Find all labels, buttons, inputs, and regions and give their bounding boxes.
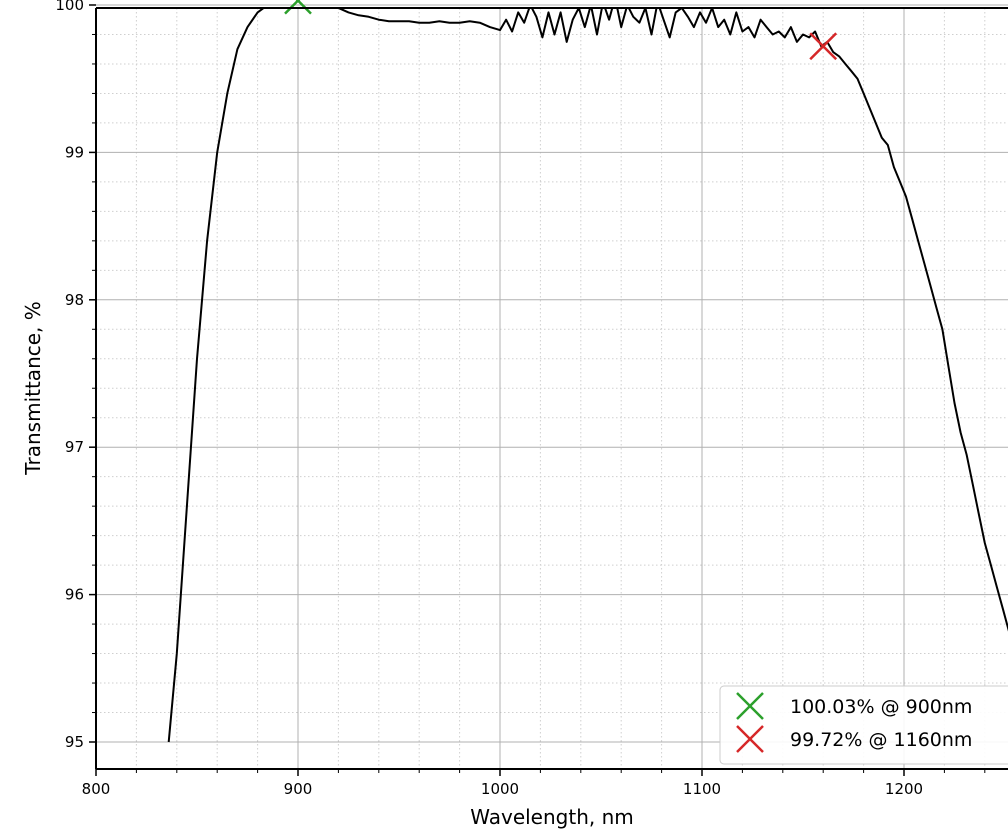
peak-marker-2-stroke-b <box>809 32 838 61</box>
series-layer <box>167 8 1008 743</box>
legend: 100.03% @ 900nm 99.72% @ 1160nm <box>719 685 1008 765</box>
x-ticks: 800 900 1000 1100 1200 <box>82 769 986 798</box>
x-tick-label: 800 <box>82 780 111 798</box>
legend-marker-1 <box>736 692 764 720</box>
transmittance-series-line <box>167 8 1008 743</box>
y-tick-label: 100 <box>55 0 84 14</box>
y-axis-title: Transmittance, % <box>21 301 45 476</box>
y-tick-label: 96 <box>65 586 84 604</box>
legend-marker-1-stroke-b <box>736 692 764 720</box>
marker-layer <box>284 0 838 61</box>
legend-box <box>719 685 1008 765</box>
legend-marker-2 <box>736 725 764 753</box>
peak-marker-2 <box>809 32 838 61</box>
y-ticks: 95 96 97 98 99 100 <box>55 0 96 751</box>
x-axis-title: Wavelength, nm <box>470 805 634 829</box>
legend-label-1: 100.03% @ 900nm <box>790 696 972 718</box>
minor-grid <box>96 8 1008 769</box>
peak-marker-1 <box>284 0 312 15</box>
legend-marker-2-stroke-b <box>736 725 764 753</box>
y-tick-label: 95 <box>65 733 84 751</box>
x-tick-label: 1100 <box>683 780 721 798</box>
x-tick-label: 1000 <box>481 780 519 798</box>
peak-marker-1-stroke-b <box>284 0 301 15</box>
major-grid <box>96 4 1008 769</box>
legend-label-2: 99.72% @ 1160nm <box>790 729 972 751</box>
y-tick-label: 98 <box>65 291 84 309</box>
x-tick-label: 1200 <box>885 780 923 798</box>
y-tick-label: 97 <box>65 438 84 456</box>
x-tick-label: 900 <box>284 780 313 798</box>
y-tick-label: 99 <box>65 143 84 161</box>
